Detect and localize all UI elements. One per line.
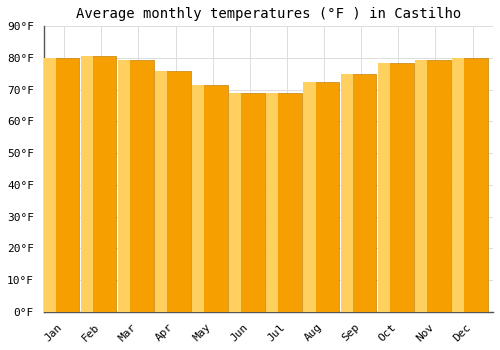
Bar: [272, 93, 302, 312]
Bar: [80, 56, 92, 312]
Bar: [378, 63, 390, 312]
Bar: [452, 58, 464, 312]
Bar: [420, 60, 450, 312]
Title: Average monthly temperatures (°F ) in Castilho: Average monthly temperatures (°F ) in Ca…: [76, 7, 461, 21]
Bar: [340, 74, 352, 312]
Bar: [192, 85, 204, 312]
Bar: [304, 82, 316, 312]
Bar: [458, 58, 488, 312]
Bar: [44, 58, 56, 312]
Bar: [49, 58, 80, 312]
Bar: [86, 56, 117, 312]
Bar: [155, 71, 167, 312]
Bar: [123, 60, 154, 312]
Bar: [229, 93, 241, 312]
Bar: [415, 60, 427, 312]
Bar: [266, 93, 278, 312]
Bar: [160, 71, 190, 312]
Bar: [309, 82, 340, 312]
Bar: [234, 93, 265, 312]
Bar: [198, 85, 228, 312]
Bar: [346, 74, 376, 312]
Bar: [118, 60, 130, 312]
Bar: [383, 63, 414, 312]
